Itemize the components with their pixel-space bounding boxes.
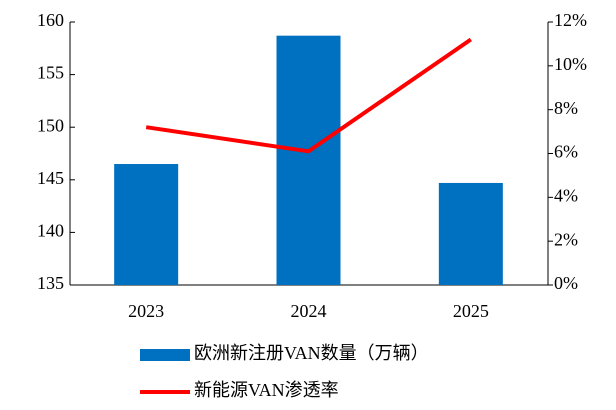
legend-label: 欧洲新注册VAN数量（万辆） — [194, 343, 429, 363]
x-tick-label: 2023 — [128, 301, 164, 321]
y2-tick-label: 6% — [554, 142, 578, 162]
y2-tick-label: 8% — [554, 98, 578, 118]
y2-tick-label: 2% — [554, 229, 578, 249]
line — [145, 37, 472, 154]
bar — [276, 35, 341, 286]
y-tick-label: 140 — [37, 221, 64, 241]
y2-tick-label: 10% — [554, 54, 587, 74]
legend-swatch — [140, 349, 190, 361]
y2-tick-label: 0% — [554, 273, 578, 293]
y-tick-label: 145 — [37, 168, 64, 188]
y-tick-label: 160 — [37, 10, 64, 30]
y2-tick-label: 12% — [554, 10, 587, 30]
y-tick-label: 135 — [37, 273, 64, 293]
legend-label: 新能源VAN渗透率 — [194, 380, 339, 400]
bar — [114, 164, 179, 285]
y2-tick-label: 4% — [554, 185, 578, 205]
bar — [438, 182, 503, 285]
x-tick-label: 2024 — [291, 301, 327, 321]
y-tick-label: 155 — [37, 63, 64, 83]
y-tick-label: 150 — [37, 115, 64, 135]
x-tick-label: 2025 — [453, 301, 489, 321]
